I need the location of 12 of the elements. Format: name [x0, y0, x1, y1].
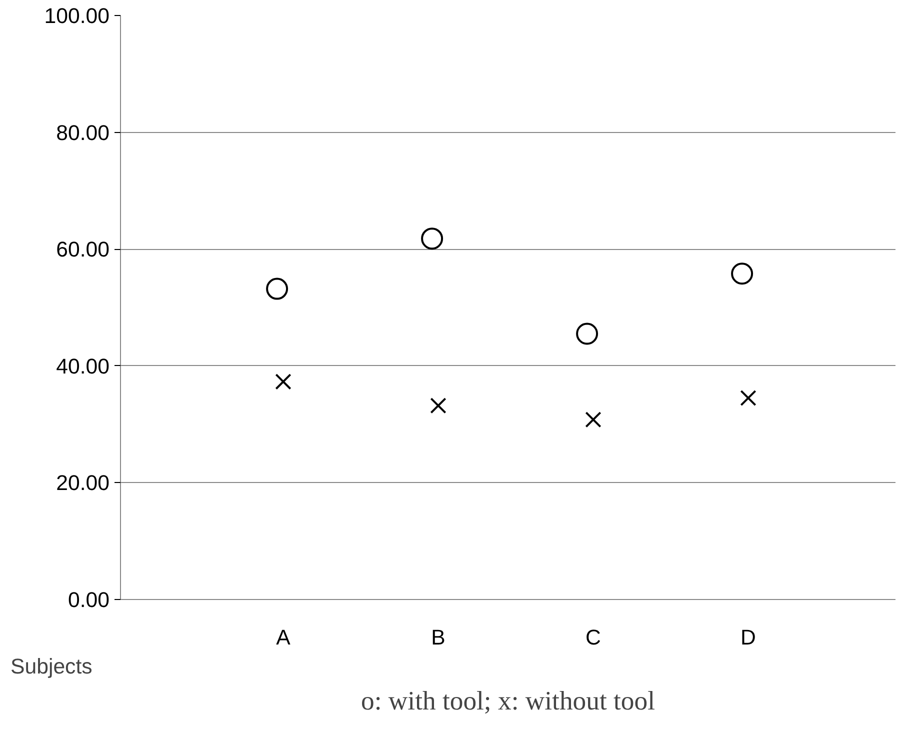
y-tick-label: 0.00: [68, 588, 110, 612]
text: o: with tool; x: without tool: [361, 686, 655, 716]
y-tick-label: 100.00: [44, 4, 110, 28]
x-tick-label: D: [740, 626, 756, 650]
y-tick-label: 20.00: [56, 471, 110, 496]
x-tick-label: A: [276, 626, 292, 650]
y-tick-label: 80.00: [56, 120, 110, 145]
y-tick-label: 40.00: [56, 354, 110, 378]
x-tick-label: B: [431, 626, 446, 650]
x-tick-label: C: [586, 626, 601, 650]
x-axis-title: Subjects: [10, 654, 92, 678]
y-tick-label: 60.00: [56, 238, 110, 262]
